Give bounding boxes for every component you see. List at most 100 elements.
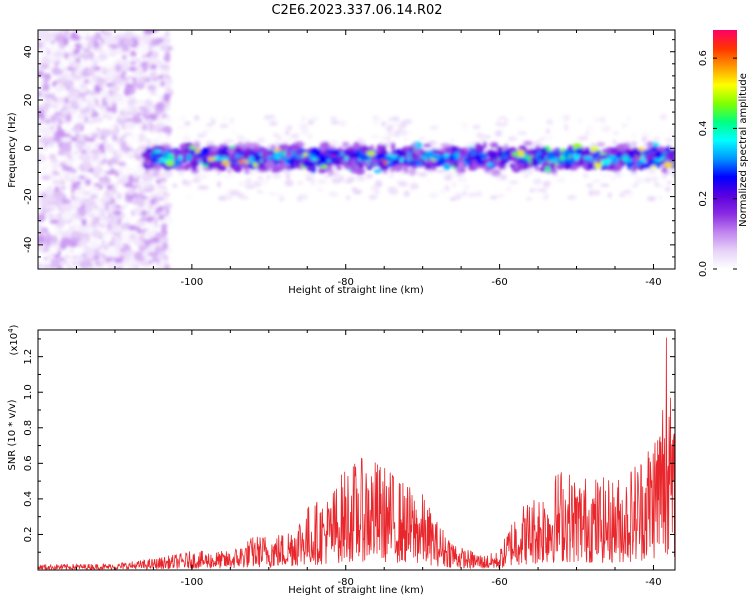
- band-cell: [233, 165, 243, 173]
- band-cell: [360, 161, 370, 167]
- band-cell: [496, 146, 504, 151]
- noise-cell: [64, 79, 74, 88]
- band-cell: [646, 141, 654, 148]
- halo-cell: [144, 185, 154, 191]
- band-cell: [376, 153, 386, 160]
- noise-cell: [42, 83, 50, 92]
- noise-cell: [67, 263, 71, 269]
- halo-cell: [613, 131, 619, 136]
- noise-cell: [83, 193, 91, 200]
- noise-cell: [103, 249, 116, 258]
- band-cell: [179, 144, 188, 150]
- noise-cell: [39, 136, 51, 144]
- noise-cell: [148, 204, 153, 210]
- halo-cell: [285, 125, 293, 131]
- noise-cell: [38, 185, 47, 191]
- halo-cell: [333, 172, 339, 177]
- band-cell: [453, 152, 460, 160]
- noise-cell: [117, 161, 127, 167]
- band-cell: [159, 147, 167, 152]
- noise-cell: [78, 208, 87, 217]
- x-tick-label: -40: [645, 277, 661, 288]
- halo-cell: [505, 186, 513, 192]
- noise-cell: [48, 107, 56, 117]
- noise-cell: [88, 197, 95, 203]
- halo-cell: [467, 132, 477, 137]
- halo-cell: [209, 117, 215, 121]
- band-cell: [261, 154, 266, 161]
- halo-cell: [276, 135, 283, 141]
- noise-cell: [157, 205, 164, 213]
- noise-cell: [57, 150, 64, 156]
- band-cell: [346, 158, 352, 166]
- noise-cell: [137, 197, 145, 208]
- noise-cell: [107, 159, 119, 165]
- noise-cell: [123, 83, 135, 88]
- noise-cell: [159, 44, 169, 52]
- band-cell: [663, 161, 674, 168]
- y-tick-label: 0.6: [23, 455, 34, 471]
- noise-cell: [118, 251, 130, 257]
- halo-cell: [657, 195, 663, 201]
- noise-cell: [105, 93, 111, 102]
- noise-cell: [75, 132, 80, 139]
- noise-cell: [128, 225, 138, 231]
- halo-cell: [340, 179, 347, 183]
- halo-cell: [592, 179, 601, 183]
- halo-cell: [138, 140, 149, 147]
- noise-cell: [54, 190, 65, 201]
- noise-cell: [108, 39, 120, 45]
- halo-cell: [621, 123, 628, 128]
- halo-cell: [207, 141, 212, 146]
- band-cell: [373, 169, 382, 174]
- noise-cell: [163, 169, 173, 178]
- noise-cell: [163, 92, 171, 102]
- band-cell: [559, 160, 567, 165]
- noise-cell: [127, 263, 133, 269]
- halo-cell: [172, 183, 178, 188]
- halo-cell: [125, 191, 136, 195]
- noise-cell: [112, 86, 117, 97]
- noise-cell: [87, 51, 93, 60]
- band-cell: [339, 155, 346, 161]
- noise-cell: [164, 53, 171, 63]
- band-cell: [534, 166, 540, 171]
- band-cell: [191, 164, 198, 172]
- band-cell: [202, 147, 210, 154]
- noise-cell: [142, 107, 148, 117]
- halo-cell: [283, 137, 293, 143]
- band-cell: [545, 166, 551, 173]
- halo-cell: [439, 190, 445, 194]
- noise-cell: [58, 169, 63, 177]
- noise-cell: [104, 63, 115, 70]
- halo-cell: [542, 196, 549, 201]
- halo-cell: [488, 180, 493, 187]
- noise-cell: [65, 246, 72, 252]
- colorbar-ticks: 0.00.20.40.6: [698, 50, 737, 277]
- noise-cell: [84, 178, 92, 186]
- halo-cell: [218, 195, 228, 201]
- halo-cell: [619, 137, 627, 143]
- noise-cell: [78, 64, 86, 71]
- band-cell: [470, 160, 479, 165]
- y-tick-label: 0.4: [23, 491, 34, 507]
- noise-cell: [154, 109, 162, 115]
- halo-cell: [586, 183, 594, 188]
- band-cell: [530, 157, 538, 162]
- noise-cell: [164, 118, 173, 123]
- halo-cell: [330, 120, 340, 125]
- noise-cell: [99, 128, 111, 138]
- noise-cell: [92, 116, 104, 123]
- band-cell: [407, 161, 418, 166]
- noise-cell: [91, 239, 99, 250]
- noise-cell: [38, 259, 49, 265]
- halo-cell: [582, 173, 589, 177]
- halo-cell: [586, 124, 593, 131]
- noise-cell: [141, 34, 151, 44]
- noise-cell: [38, 213, 46, 222]
- band-cell: [248, 155, 255, 164]
- band-cell: [429, 160, 435, 168]
- band-cell: [150, 152, 156, 160]
- halo-cell: [495, 175, 502, 181]
- spectrogram-x-ticks: -100 -80 -60 -40: [75, 30, 662, 288]
